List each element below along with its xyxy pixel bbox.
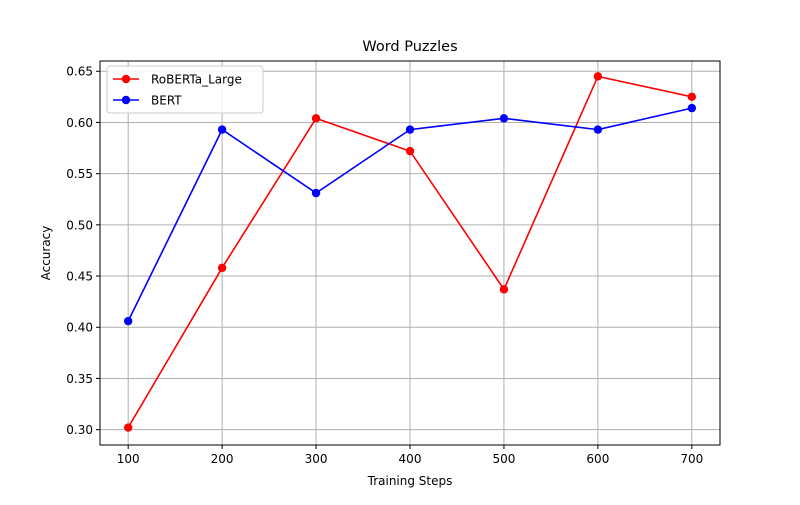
x-tick-label: 300 [305,452,328,466]
grid-lines [100,61,720,445]
data-point [687,103,697,113]
data-point [405,146,415,156]
x-tick-label: 100 [117,452,140,466]
series-bert [123,103,697,326]
data-point [405,125,415,134]
data-point [499,114,509,123]
legend-label: BERT [151,94,182,108]
data-point [593,125,603,134]
y-tick-label: 0.45 [66,270,93,284]
y-tick-label: 0.65 [66,65,93,79]
legend-entry: RoBERTa_Large [113,73,242,87]
legend-swatch-marker [121,95,131,105]
x-axis-label: Training Steps [367,474,453,488]
data-point [593,72,603,81]
legend-entries: RoBERTa_Large BERT [113,73,242,108]
x-tick-label: 600 [586,452,609,466]
y-tick-label: 0.35 [66,372,93,386]
data-point [123,316,133,326]
legend-entry: BERT [113,94,182,108]
data-point [217,263,227,273]
series-layer [123,72,697,432]
series-roberta-large [123,72,697,432]
data-point [311,114,321,123]
x-tick-label: 400 [399,452,422,466]
x-tick-label: 500 [492,452,515,466]
legend-box [106,65,264,114]
data-point [687,92,697,102]
y-tick-label: 0.60 [66,116,93,130]
legend-label: RoBERTa_Large [151,73,242,87]
chart-title: Word Puzzles [362,39,457,55]
data-point [123,423,133,432]
y-axis-ticks: 0.30 0.35 0.40 0.45 0.50 0.55 0.60 0.65 [66,65,100,437]
y-tick-label: 0.50 [66,218,93,232]
x-tick-label: 200 [211,452,234,466]
x-axis-ticks: 100 200 300 400 500 600 700 [117,445,703,466]
y-axis-label: Accuracy [39,226,53,281]
data-point [499,285,509,294]
legend-swatch-marker [121,74,131,84]
x-tick-label: 700 [680,452,703,466]
y-tick-label: 0.40 [66,321,93,335]
y-tick-label: 0.30 [66,423,93,437]
data-point [311,188,321,198]
legend: RoBERTa_Large BERT [106,65,264,114]
data-point [217,125,227,134]
y-tick-label: 0.55 [66,167,93,181]
